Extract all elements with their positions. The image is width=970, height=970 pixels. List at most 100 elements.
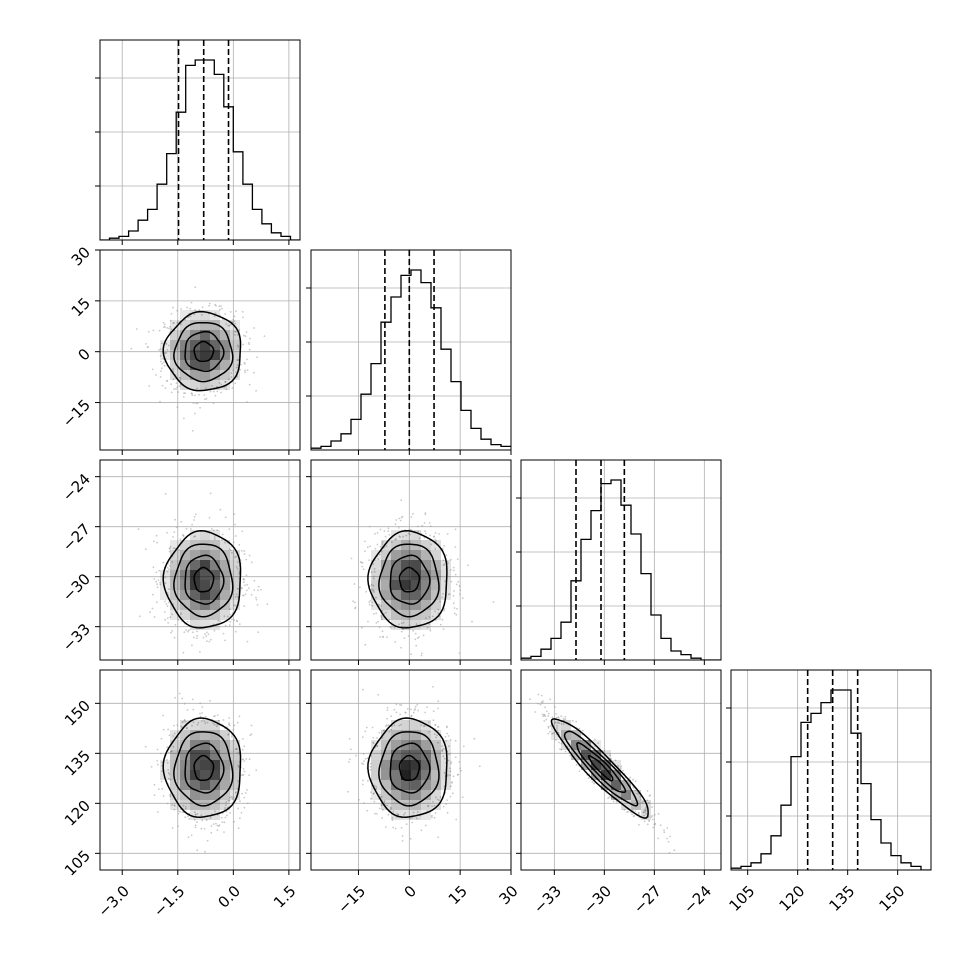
density-cell xyxy=(200,310,210,320)
y-tick-label: −15 xyxy=(59,396,94,431)
scatter-point xyxy=(188,817,191,820)
scatter-point xyxy=(184,319,187,321)
scatter-point xyxy=(177,812,180,815)
scatter-point xyxy=(183,631,186,634)
scatter-point xyxy=(367,780,369,782)
density-cell xyxy=(621,780,631,790)
scatter-point xyxy=(445,740,448,742)
scatter-point xyxy=(199,715,202,718)
scatter-point xyxy=(374,547,377,550)
scatter-point xyxy=(158,788,160,791)
density-cell xyxy=(210,800,220,810)
scatter-point xyxy=(553,732,556,734)
scatter-point xyxy=(433,733,436,736)
scatter-point xyxy=(166,746,169,749)
scatter-point xyxy=(158,329,161,332)
scatter-point xyxy=(378,807,381,810)
scatter-point xyxy=(364,550,366,552)
contour-line xyxy=(184,330,225,373)
scatter-point xyxy=(204,398,206,401)
scatter-point xyxy=(593,782,595,785)
scatter-point xyxy=(166,531,169,534)
density-cell xyxy=(391,540,401,550)
scatter-point xyxy=(213,715,216,718)
scatter-point xyxy=(191,631,194,634)
scatter-point xyxy=(412,711,415,714)
scatter-point xyxy=(196,402,199,405)
scatter-point xyxy=(228,724,231,727)
scatter-point xyxy=(234,791,237,794)
scatter-point xyxy=(409,817,412,820)
scatter-point xyxy=(435,540,437,542)
scatter-point xyxy=(433,535,436,538)
scatter-point xyxy=(245,574,248,576)
density-cell xyxy=(421,750,431,760)
scatter-point xyxy=(185,629,188,632)
scatter-point xyxy=(578,727,581,730)
scatter-point xyxy=(155,580,158,583)
scatter-point xyxy=(204,722,207,725)
scatter-point xyxy=(173,636,176,639)
density-cell xyxy=(421,540,431,550)
scatter-point xyxy=(220,391,223,394)
scatter-point xyxy=(183,719,186,722)
scatter-point xyxy=(223,615,226,618)
scatter-point xyxy=(380,616,383,619)
scatter-point xyxy=(194,811,196,814)
density-cell xyxy=(411,760,421,770)
scatter-point xyxy=(194,286,197,289)
density-cell xyxy=(180,560,190,570)
scatter-point xyxy=(173,732,176,735)
x-tick-label: 15 xyxy=(445,882,471,908)
x-tick-label: −33 xyxy=(530,882,565,917)
density-cell xyxy=(200,720,210,730)
scatter-point xyxy=(237,764,240,767)
scatter-point xyxy=(385,826,387,828)
scatter-point xyxy=(400,704,403,707)
scatter-point xyxy=(385,545,388,547)
density-cell xyxy=(581,740,591,750)
density-cell xyxy=(200,770,210,780)
scatter-point xyxy=(560,723,563,725)
scatter-point xyxy=(408,624,411,627)
scatter-point xyxy=(241,749,244,751)
scatter-point xyxy=(437,608,440,611)
scatter-point xyxy=(437,700,440,703)
scatter-point xyxy=(162,728,165,731)
scatter-point xyxy=(206,631,208,634)
scatter-point xyxy=(373,570,376,573)
scatter-point xyxy=(542,715,545,718)
scatter-point xyxy=(428,522,431,524)
density-cell xyxy=(220,760,230,770)
scatter-point xyxy=(400,622,403,625)
scatter-point xyxy=(174,696,177,699)
x-tick-label: −30 xyxy=(580,882,615,917)
density-cell xyxy=(200,350,210,360)
density-cell xyxy=(200,380,210,390)
scatter-point xyxy=(348,761,350,763)
scatter-point xyxy=(170,328,173,331)
scatter-point xyxy=(130,347,133,350)
density-cell xyxy=(220,750,230,760)
scatter-point xyxy=(379,636,381,638)
scatter-point xyxy=(363,760,365,762)
scatter-point xyxy=(177,619,180,621)
density-cell xyxy=(381,590,391,600)
scatter-point xyxy=(398,535,401,538)
density-cell xyxy=(210,760,220,770)
density-cell xyxy=(391,610,401,620)
scatter-point xyxy=(399,519,402,522)
scatter-point xyxy=(348,737,351,740)
histogram-panel xyxy=(311,250,511,450)
scatter-point xyxy=(223,386,226,389)
scatter-point xyxy=(196,849,199,852)
scatter-point xyxy=(219,308,221,311)
scatter-point xyxy=(236,721,239,724)
scatter-point xyxy=(425,617,427,619)
scatter-point xyxy=(623,808,626,811)
scatter-point xyxy=(213,538,216,540)
scatter-point xyxy=(362,568,365,571)
scatter-point xyxy=(454,546,457,548)
scatter-point xyxy=(250,561,253,564)
scatter-point xyxy=(236,364,239,367)
